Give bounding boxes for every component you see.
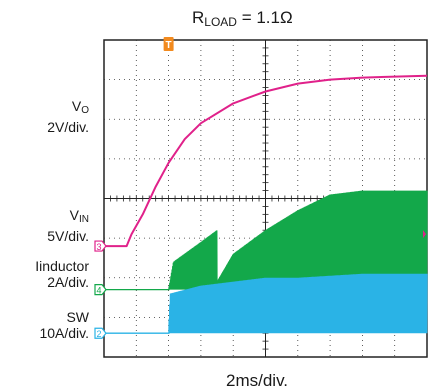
traces: [104, 74, 428, 334]
marker-shape: [94, 327, 107, 339]
chart-title: RLOAD = 1.1Ω: [192, 8, 293, 29]
marker-number: 2: [96, 329, 101, 339]
marker-shape: [94, 240, 107, 252]
iinductor-trace: [104, 190, 428, 291]
vin-right-marker: [423, 230, 426, 239]
marker-shape: [94, 284, 107, 296]
sw-channel-marker: 2: [94, 327, 107, 339]
vo-label: VO 2V/div.: [47, 98, 89, 135]
vin-trace: [104, 74, 428, 248]
iinductor-channel-marker: 4: [94, 284, 107, 296]
sw-label: SW 10A/div.: [39, 309, 89, 341]
marker-number: 4: [96, 286, 101, 296]
trigger-marker: T: [163, 37, 174, 51]
trigger-marker-shape: [163, 37, 174, 51]
vin-channel-marker: 3: [94, 240, 107, 252]
sw-trace: [104, 273, 428, 334]
marker-number: 3: [96, 242, 101, 252]
iinductor-label: Iinductor 2A/div.: [35, 258, 89, 290]
trigger-marker-label: T: [166, 40, 172, 51]
channel-markers: 1342T: [94, 37, 426, 339]
vin-label: VIN 5V/div.: [47, 207, 89, 244]
x-axis-label: 2ms/div.: [226, 371, 289, 390]
